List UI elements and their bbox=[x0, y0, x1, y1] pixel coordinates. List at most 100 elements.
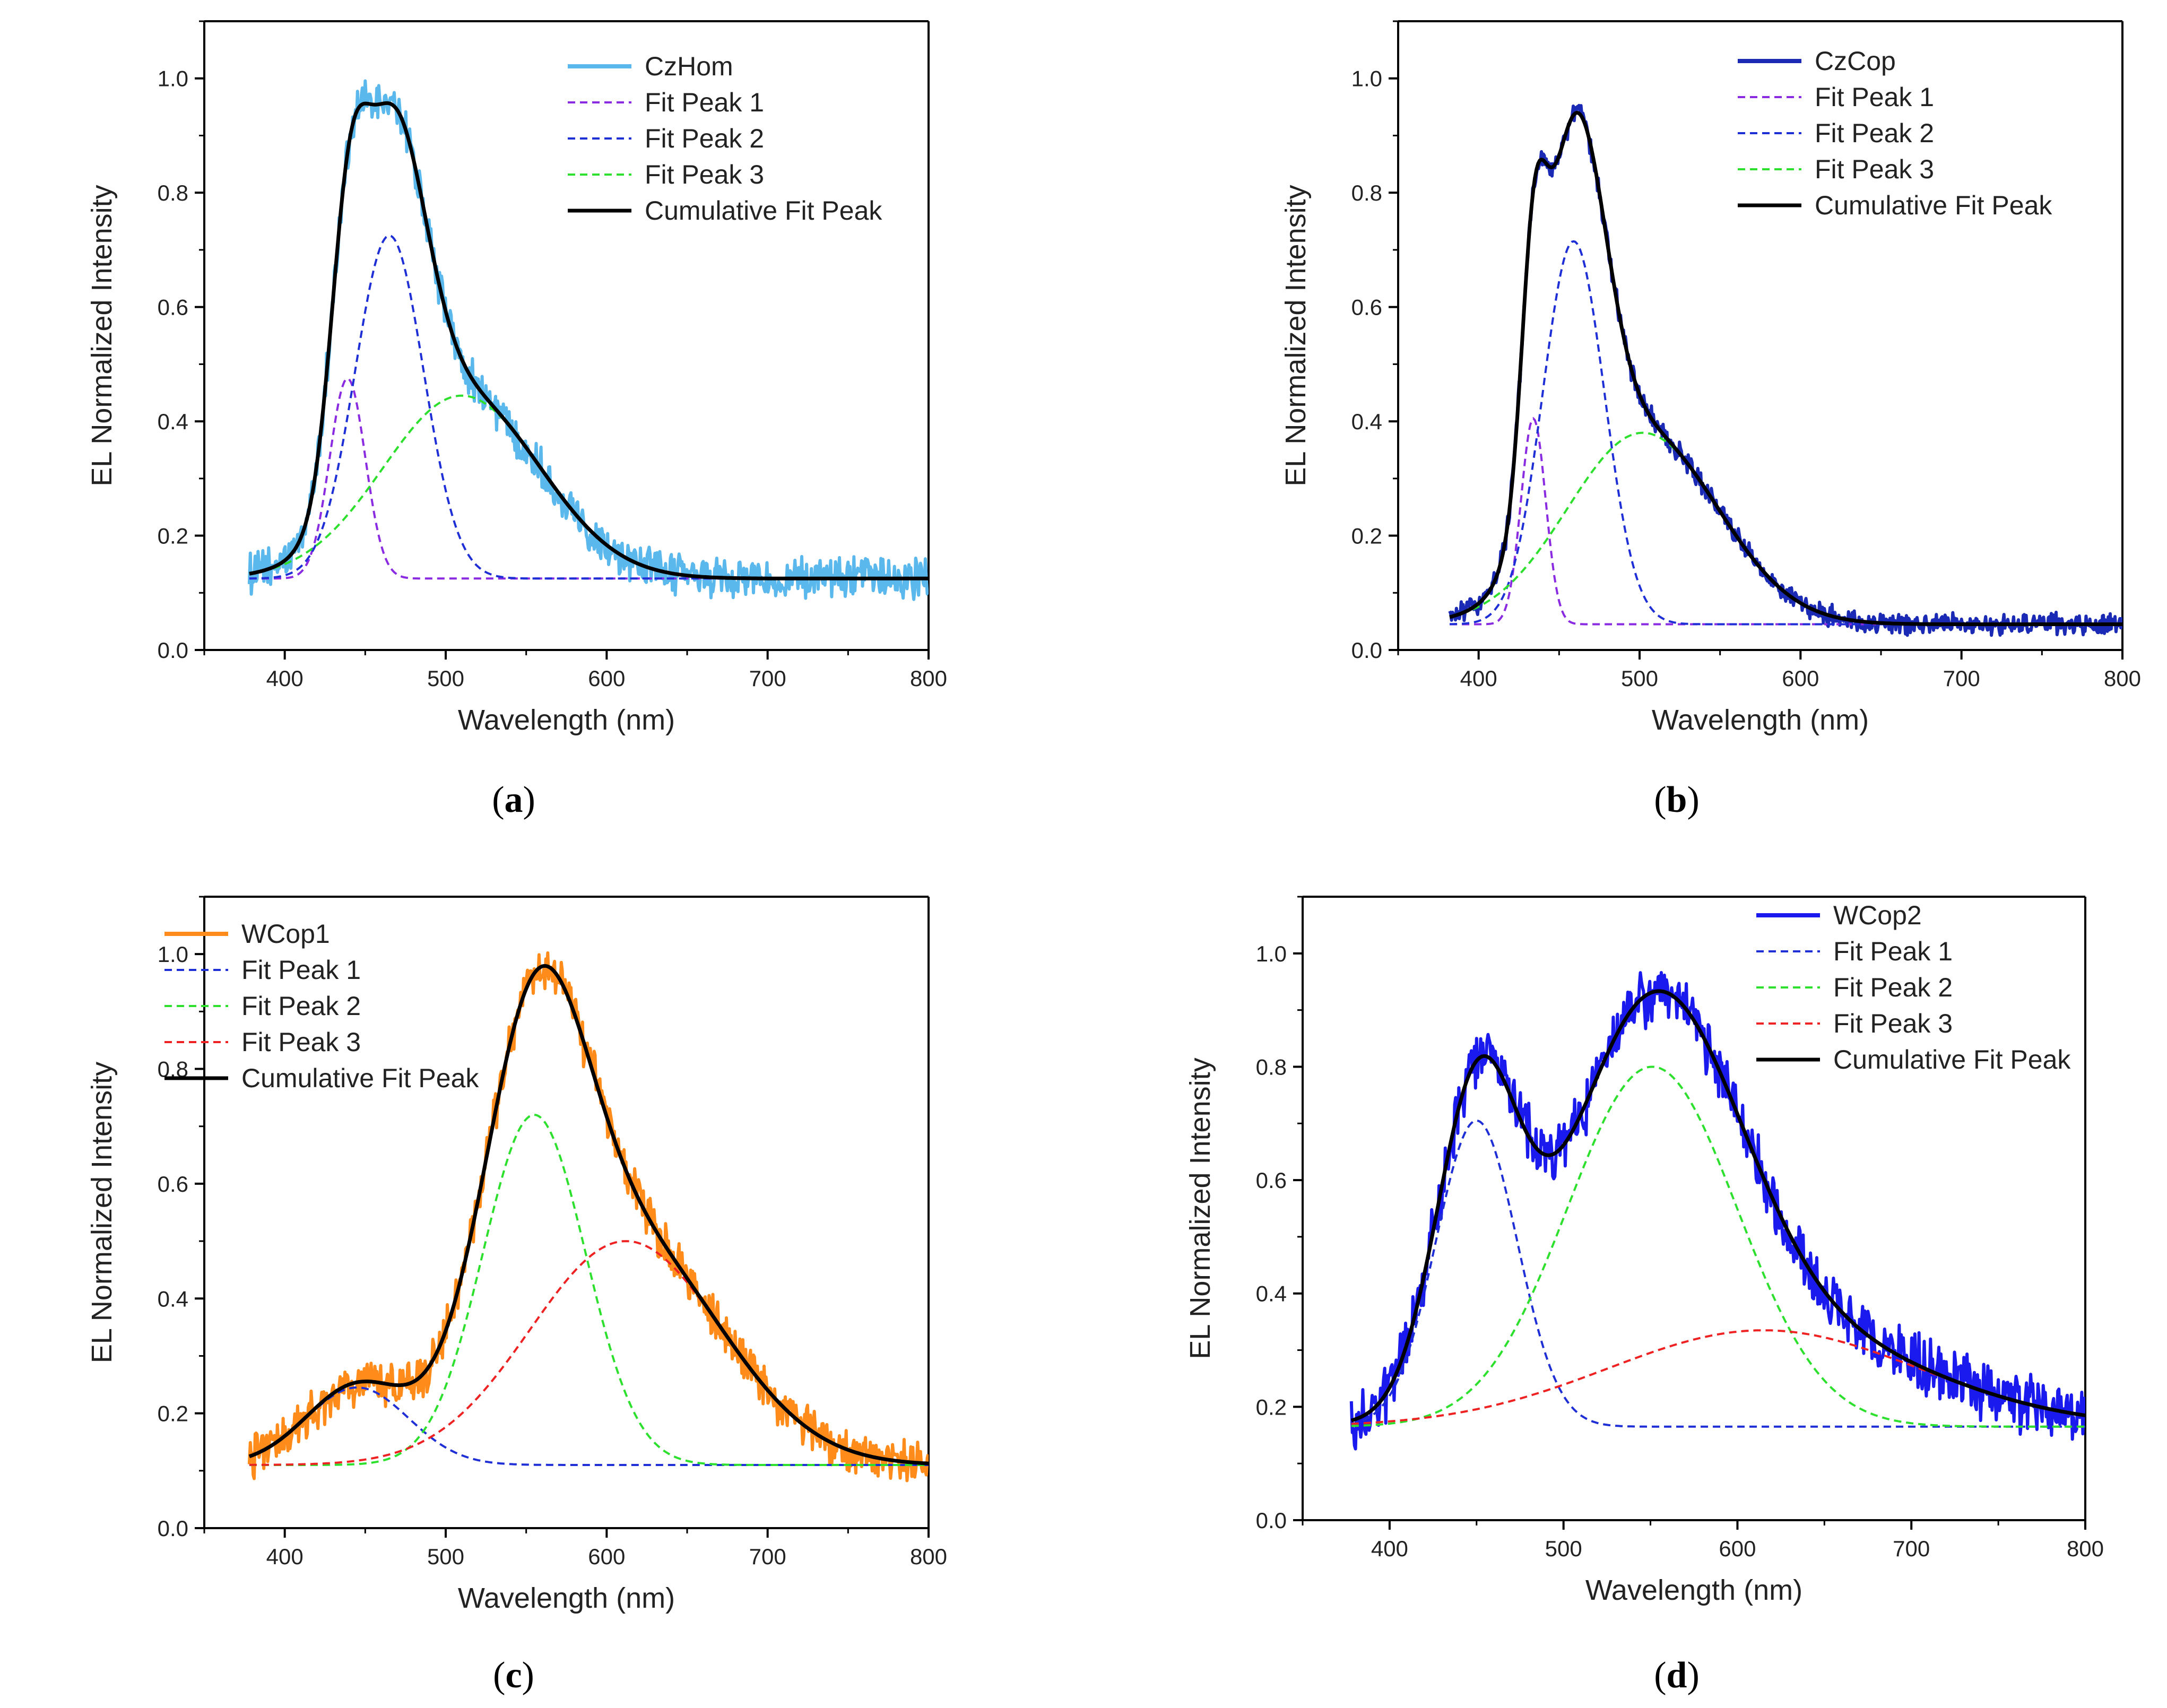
legend-b: CzCop Fit Peak 1 Fit Peak 2 Fit Peak 3 Cumul… bbox=[1738, 46, 2052, 220]
x-tick-label: 400 bbox=[266, 666, 304, 691]
x-tick-label: 500 bbox=[1621, 666, 1658, 691]
series-cumulative-fit bbox=[248, 964, 929, 1466]
series-fit-peak-3 bbox=[249, 1240, 929, 1466]
y-tick-label: 0.4 bbox=[1351, 409, 1382, 434]
y-tick-label: 0.0 bbox=[158, 638, 188, 663]
series-fit-peak-1 bbox=[1351, 1119, 2085, 1428]
series-cumulative-fit bbox=[1350, 989, 2085, 1423]
legend-label: Cumulative Fit Peak bbox=[1833, 1045, 2071, 1074]
series-fit-peak-1 bbox=[249, 1386, 929, 1466]
plot-area bbox=[247, 951, 929, 1482]
legend-c: WCop1 Fit Peak 1 Fit Peak 2 Fit Peak 3 Cumul… bbox=[164, 919, 479, 1093]
x-tick-label: 400 bbox=[266, 1544, 304, 1569]
y-tick-label: 0.0 bbox=[1256, 1508, 1287, 1533]
series-fit-peak-2 bbox=[1450, 240, 2122, 626]
panel-caption: (d) bbox=[1654, 1655, 1700, 1696]
legend-label: Fit Peak 2 bbox=[1833, 973, 1953, 1002]
y-tick-label: 0.4 bbox=[158, 409, 188, 434]
y-tick-label: 0.0 bbox=[158, 1516, 188, 1541]
x-axis-title: Wavelength (nm) bbox=[458, 1582, 675, 1614]
x-tick-label: 600 bbox=[1782, 666, 1819, 691]
y-tick-label: 1.0 bbox=[1256, 941, 1287, 966]
series-fit-peak-2 bbox=[1351, 1065, 2085, 1428]
panel-caption: (c) bbox=[493, 1655, 534, 1696]
panel-caption: (b) bbox=[1654, 779, 1700, 820]
x-tick-label: 700 bbox=[1893, 1536, 1930, 1561]
legend-label: WCop1 bbox=[241, 919, 330, 949]
series-cumulative-fit bbox=[1449, 110, 2122, 626]
x-tick-label: 600 bbox=[588, 1544, 625, 1569]
plot-area bbox=[247, 79, 929, 601]
x-tick-label: 800 bbox=[2067, 1536, 2104, 1561]
plot-area bbox=[1448, 103, 2122, 637]
y-axis-title: EL Normalized Intensity bbox=[86, 185, 118, 486]
panel-c: 400 500 600 700 8000.00.20.40.60.81.0Wavelen… bbox=[86, 896, 947, 1696]
y-tick-label: 1.0 bbox=[158, 942, 188, 967]
panel-d: 400 500 600 700 800 0.0 0.2 0.4 0.6 0.8 1.0 Wavelen… bbox=[1184, 896, 2104, 1696]
y-tick-label: 0.2 bbox=[1351, 524, 1382, 549]
y-tick-label: 0.6 bbox=[1256, 1168, 1287, 1193]
y-tick-label: 0.6 bbox=[158, 1172, 188, 1197]
series-measured-d bbox=[1349, 971, 2085, 1451]
y-axis-title: EL Normalized Intensity bbox=[1184, 1057, 1216, 1359]
x-tick-label: 800 bbox=[910, 666, 947, 691]
y-tick-label: 0.0 bbox=[1351, 638, 1382, 663]
y-tick-label: 0.6 bbox=[1351, 295, 1382, 320]
y-tick-label: 1.0 bbox=[1351, 66, 1382, 91]
legend-label: Fit Peak 3 bbox=[1833, 1009, 1953, 1038]
legend-label: Fit Peak 1 bbox=[1833, 937, 1953, 966]
series-fit-peak-1 bbox=[249, 377, 929, 580]
x-tick-label: 500 bbox=[1545, 1536, 1582, 1561]
legend-label: Fit Peak 1 bbox=[241, 955, 361, 985]
x-axis-title: Wavelength (nm) bbox=[1652, 704, 1869, 736]
plot-area bbox=[1349, 971, 2085, 1451]
panel-b: 400 500 600 700 800 0.0 0.2 0.4 0.6 0.8 1.0 Wavelen… bbox=[1280, 20, 2141, 820]
series-fit-peak-3 bbox=[1351, 1329, 2085, 1425]
series-measured-a bbox=[247, 79, 929, 601]
legend-label: WCop2 bbox=[1833, 900, 1922, 930]
legend-label: Fit Peak 3 bbox=[1815, 154, 1934, 184]
x-tick-label: 700 bbox=[749, 666, 786, 691]
panel-caption: (a) bbox=[492, 779, 535, 820]
y-axis-title: EL Normalized Intensity bbox=[1280, 185, 1312, 486]
legend-label: Fit Peak 1 bbox=[645, 88, 764, 117]
x-tick-label: 500 bbox=[427, 1544, 464, 1569]
legend-label: CzCop bbox=[1815, 46, 1896, 76]
y-tick-label: 0.2 bbox=[158, 1401, 188, 1426]
legend-label: CzHom bbox=[645, 51, 733, 81]
y-tick-label: 0.8 bbox=[1351, 180, 1382, 205]
series-cumulative-fit bbox=[249, 101, 929, 580]
y-tick-label: 0.4 bbox=[1256, 1281, 1287, 1306]
y-tick-label: 0.8 bbox=[1256, 1054, 1287, 1079]
x-tick-label: 500 bbox=[427, 666, 464, 691]
y-tick-label: 1.0 bbox=[158, 66, 188, 91]
legend-label: Fit Peak 3 bbox=[645, 160, 764, 189]
y-tick-label: 0.8 bbox=[158, 180, 188, 205]
y-tick-label: 0.4 bbox=[158, 1286, 188, 1311]
legend-label: Fit Peak 2 bbox=[1815, 118, 1934, 148]
x-tick-label: 700 bbox=[1943, 666, 1980, 691]
series-fit-peak-2 bbox=[249, 1114, 929, 1466]
x-tick-label: 600 bbox=[1719, 1536, 1756, 1561]
legend-label: Fit Peak 3 bbox=[241, 1027, 361, 1057]
x-tick-label: 600 bbox=[588, 666, 625, 691]
legend-a: CzHom Fit Peak 1 Fit Peak 2 Fit Peak 3 Cumul… bbox=[568, 51, 882, 226]
panel-a: 400 500 600 700 800 0.0 0.2 0.4 0.6 0.8 1.0 Wavelen… bbox=[86, 20, 947, 820]
x-tick-label: 700 bbox=[749, 1544, 786, 1569]
y-tick-label: 0.2 bbox=[158, 524, 188, 549]
x-tick-label: 400 bbox=[1371, 1536, 1408, 1561]
legend-label: Fit Peak 2 bbox=[645, 124, 764, 153]
legend-label: Cumulative Fit Peak bbox=[645, 196, 882, 226]
legend-d: WCop2 Fit Peak 1 Fit Peak 2 Fit Peak 3 Cumul… bbox=[1756, 900, 2071, 1074]
x-axis-title: Wavelength (nm) bbox=[1585, 1574, 1802, 1606]
legend-label: Fit Peak 2 bbox=[241, 991, 361, 1021]
x-tick-label: 400 bbox=[1460, 666, 1497, 691]
series-measured-b bbox=[1448, 103, 2122, 637]
y-tick-label: 0.6 bbox=[158, 295, 188, 320]
legend-label: Cumulative Fit Peak bbox=[241, 1063, 479, 1093]
legend-label: Fit Peak 1 bbox=[1815, 82, 1934, 112]
y-axis-title: EL Normalized Intensity bbox=[86, 1062, 118, 1363]
y-tick-label: 0.2 bbox=[1256, 1394, 1287, 1419]
